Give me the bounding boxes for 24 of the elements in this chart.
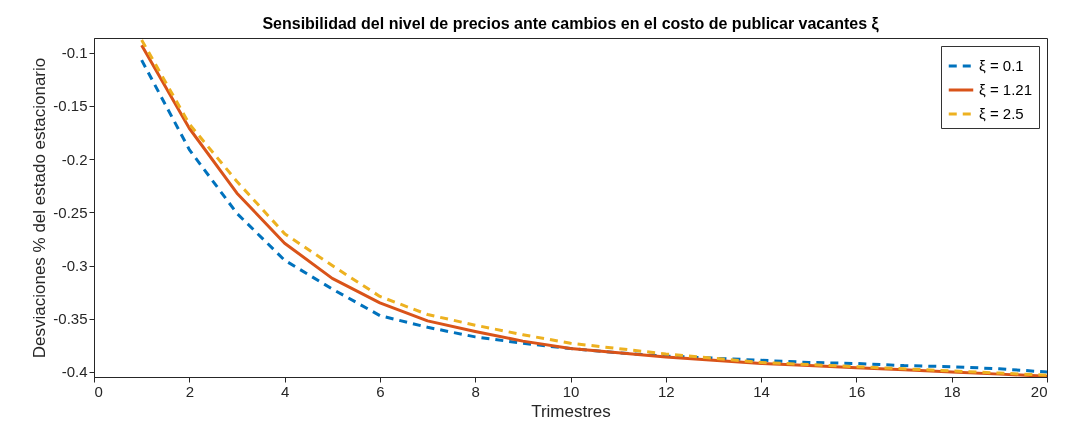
y-tick-label: -0.3 bbox=[61, 257, 88, 275]
x-tick-label: 4 bbox=[280, 382, 290, 400]
x-tick-label: 18 bbox=[943, 382, 961, 400]
y-tick-label: -0.2 bbox=[61, 150, 88, 168]
y-tick-label: -0.4 bbox=[61, 363, 88, 381]
x-tick-label: 12 bbox=[657, 382, 675, 400]
y-tick-label: -0.1 bbox=[61, 44, 88, 62]
x-tick-label: 10 bbox=[562, 382, 580, 400]
legend-label: ξ = 0.1 bbox=[979, 57, 1024, 74]
y-tick-label: -0.35 bbox=[53, 310, 88, 328]
y-tick-label: -0.15 bbox=[53, 97, 88, 115]
x-tick-label: 2 bbox=[185, 382, 194, 400]
x-tick-label: 14 bbox=[753, 382, 770, 400]
x-tick-label: 16 bbox=[848, 382, 866, 400]
x-tick-label: 8 bbox=[471, 382, 480, 400]
y-axis-title: Desviaciones % del estado estacionario bbox=[30, 57, 50, 359]
legend-label: ξ = 2.5 bbox=[979, 105, 1024, 122]
x-tick-label: 0 bbox=[94, 382, 103, 400]
x-tick-label: 6 bbox=[376, 382, 385, 400]
y-tick-label: -0.25 bbox=[53, 203, 88, 221]
x-axis-title: Trimestres bbox=[531, 401, 611, 421]
x-tick-label: 20 bbox=[1030, 382, 1048, 400]
chart-title: Sensibilidad del nivel de precios ante cambios en el costo de publicar vacantes ξ bbox=[262, 15, 880, 33]
legend-label: ξ = 1.21 bbox=[979, 81, 1033, 98]
